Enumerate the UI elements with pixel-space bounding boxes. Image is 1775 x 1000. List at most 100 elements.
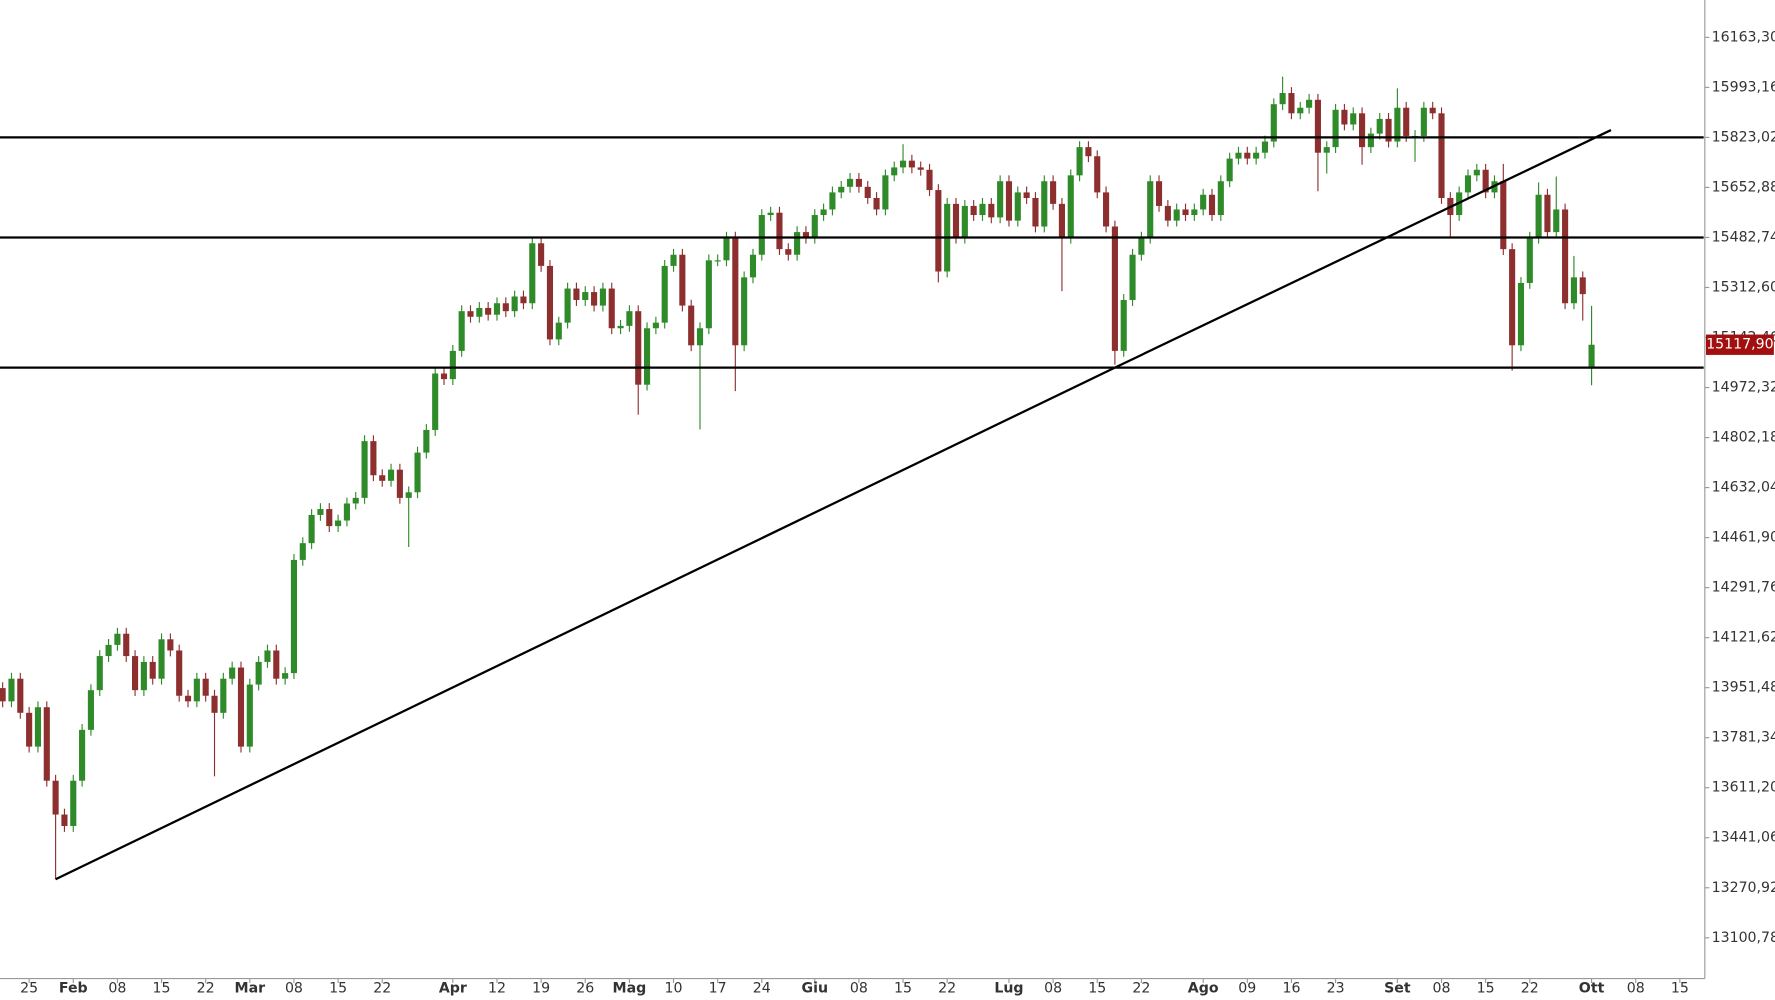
x-tick-label: 15: [329, 981, 347, 997]
candle-body: [1367, 133, 1374, 148]
candle-body: [935, 190, 942, 272]
candle-body: [643, 328, 651, 385]
plot: [0, 76, 1704, 881]
candle-body: [237, 667, 245, 747]
candle-body: [785, 249, 792, 255]
candle-body: [1588, 344, 1595, 368]
candle-body: [511, 296, 518, 312]
candle-body: [1085, 147, 1092, 157]
candle-body: [326, 509, 333, 527]
candle-body: [1217, 181, 1224, 216]
candle-body: [255, 661, 262, 685]
candle-body: [652, 322, 659, 329]
x-tick-label: 08: [108, 981, 126, 997]
y-tick-label: 15652,88: [1712, 179, 1775, 195]
candle-body: [1314, 99, 1321, 153]
candle-body: [1517, 282, 1525, 346]
candle-body: [1041, 181, 1048, 227]
x-tick-label: 09: [1238, 981, 1256, 997]
candle-body: [899, 160, 907, 168]
candle-body: [1306, 99, 1313, 108]
candle-body: [952, 203, 960, 238]
x-tick-label: 08: [1433, 981, 1451, 997]
candle-body: [882, 175, 889, 210]
x-tick-label: 15: [153, 981, 171, 997]
candle-body: [1094, 156, 1101, 193]
candle-body: [1076, 147, 1083, 176]
candle-body: [246, 684, 253, 747]
candle-body: [1332, 109, 1339, 148]
candle-body: [308, 514, 315, 544]
candle-body: [79, 729, 86, 781]
y-tick-label: 14802,18: [1712, 430, 1775, 446]
candle-body: [1526, 237, 1533, 283]
candle-body: [529, 243, 536, 304]
candle-body: [167, 639, 174, 651]
candle-body: [149, 661, 156, 679]
x-tick-label: 10: [665, 981, 683, 997]
candle-body: [335, 520, 342, 527]
candle-body: [1376, 118, 1383, 134]
candle-body: [211, 695, 218, 713]
candle-body: [26, 712, 33, 747]
candle-body: [299, 543, 306, 560]
candle-body: [1023, 192, 1030, 198]
y-tick-label: 16163,30: [1712, 29, 1775, 45]
candle-body: [1226, 158, 1233, 182]
candle-body: [87, 690, 94, 730]
candle-body: [1579, 277, 1586, 295]
candle-body: [741, 277, 748, 346]
candle-body: [467, 311, 474, 317]
candle-body: [396, 469, 403, 498]
x-tick-label: 15: [1671, 981, 1689, 997]
x-tick-label: Lug: [994, 981, 1023, 997]
candle-body: [264, 650, 271, 662]
candle-body: [970, 205, 977, 216]
candle-body: [1120, 300, 1127, 351]
candle-body: [1297, 107, 1304, 114]
candle-body: [361, 441, 368, 498]
candle-body: [1111, 226, 1118, 351]
candle-body: [1429, 107, 1436, 114]
candle-body: [908, 160, 915, 168]
last-price-label: 15117,90: [1706, 337, 1773, 353]
x-tick-label: 19: [532, 981, 550, 997]
candle-body: [414, 452, 421, 493]
candle-body: [290, 559, 298, 674]
y-tick-label: 15823,02: [1712, 129, 1775, 145]
last-price-badge: [1705, 334, 1774, 355]
x-tick-label: 08: [1627, 981, 1645, 997]
x-tick-label: 08: [850, 981, 868, 997]
x-tick-label: 08: [285, 981, 303, 997]
candle-body: [1058, 203, 1065, 238]
x-tick-label: Ott: [1579, 981, 1605, 997]
y-tick-label: 14972,32: [1712, 380, 1775, 396]
y-tick-label: 14121,62: [1712, 630, 1775, 646]
candle-body: [105, 644, 112, 657]
candle-body: [864, 186, 871, 198]
candle-body: [626, 311, 633, 326]
candle-body: [1420, 107, 1427, 136]
y-tick-label: 13270,92: [1712, 880, 1775, 896]
candle-body: [34, 707, 42, 747]
candle-body: [405, 492, 412, 498]
candle-body: [370, 441, 377, 476]
candle-body: [1050, 181, 1057, 204]
y-tick-label: 14461,90: [1712, 530, 1775, 546]
x-tick-label: 15: [1088, 981, 1106, 997]
y-tick-label: 15312,60: [1712, 279, 1775, 295]
candle-body: [123, 633, 130, 657]
axis-labels: 13100,78 13270,92 13441,06 13611,20 13781,34…: [20, 29, 1775, 996]
candle-body: [158, 639, 165, 679]
candle-body: [343, 503, 350, 521]
candle-body: [1147, 181, 1154, 238]
x-tick-label: 24: [753, 981, 771, 997]
candle-body: [96, 656, 103, 691]
candle-body: [891, 167, 898, 176]
candle-body: [1438, 113, 1445, 198]
candle-body: [679, 254, 686, 306]
candle-body: [184, 695, 192, 702]
candle-body: [988, 203, 995, 218]
